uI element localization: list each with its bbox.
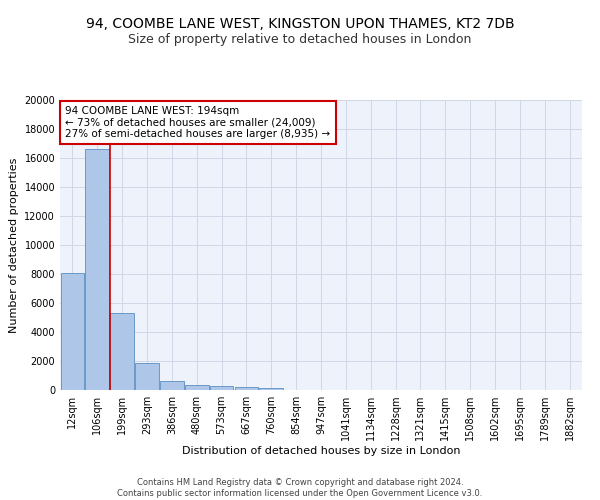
Text: Contains HM Land Registry data © Crown copyright and database right 2024.
Contai: Contains HM Land Registry data © Crown c… [118,478,482,498]
Text: 94, COOMBE LANE WEST, KINGSTON UPON THAMES, KT2 7DB: 94, COOMBE LANE WEST, KINGSTON UPON THAM… [86,18,514,32]
Bar [110,313,134,390]
Bar [185,385,209,390]
Text: Size of property relative to detached houses in London: Size of property relative to detached ho… [128,32,472,46]
Bar [210,386,233,390]
Bar [235,387,258,390]
Y-axis label: Number of detached properties: Number of detached properties [9,158,19,332]
Bar [135,363,159,390]
Bar [160,380,184,390]
Text: 94 COOMBE LANE WEST: 194sqm
← 73% of detached houses are smaller (24,009)
27% of: 94 COOMBE LANE WEST: 194sqm ← 73% of det… [65,106,331,139]
Bar [61,272,84,390]
Bar [259,388,283,390]
X-axis label: Distribution of detached houses by size in London: Distribution of detached houses by size … [182,446,460,456]
Bar [85,150,109,390]
